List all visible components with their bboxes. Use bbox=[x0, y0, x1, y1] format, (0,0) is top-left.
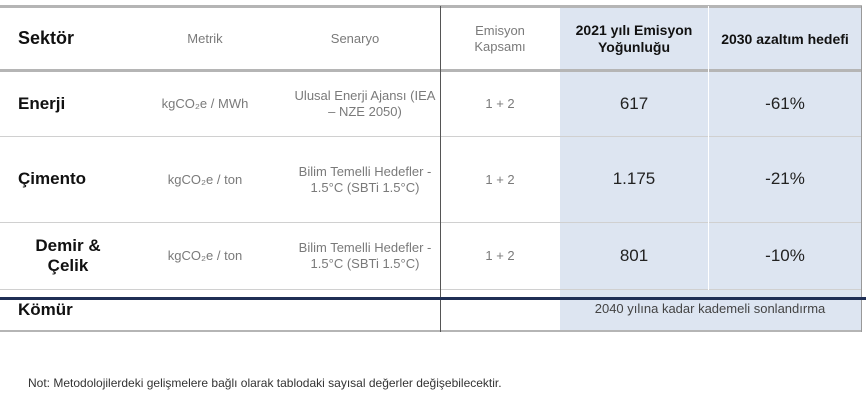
sector-cell: Enerji bbox=[18, 93, 66, 113]
intensity-cell: 801 bbox=[619, 245, 649, 265]
scenario-cell: Bilim Temelli Hedefler - 1.5°C (SBTi 1.5… bbox=[298, 240, 432, 271]
highlight-columns bbox=[560, 6, 862, 331]
scope-cell: 1 + 2 bbox=[485, 171, 515, 187]
sector-cell: Çimento bbox=[18, 169, 86, 189]
target-cell: -21% bbox=[765, 169, 805, 189]
metric-cell: kgCO₂e / ton bbox=[167, 171, 243, 187]
footnote: Not: Metodolojilerdeki gelişmelere bağlı… bbox=[28, 376, 502, 390]
bottom-border bbox=[0, 330, 862, 332]
scope-cell: 1 + 2 bbox=[485, 96, 515, 112]
navy-rule bbox=[0, 297, 866, 300]
metric-cell: kgCO₂e / ton bbox=[167, 248, 243, 264]
merged-target-cell: 2040 yılına kadar kademeli sonlandırma bbox=[594, 301, 826, 317]
top-border bbox=[0, 5, 862, 8]
header-scenario: Senaryo bbox=[330, 31, 380, 47]
sector-cell: Demir & Çelik bbox=[35, 235, 101, 275]
header-border bbox=[0, 69, 862, 72]
header-target: 2030 azaltım hedefi bbox=[721, 30, 849, 47]
sector-cell: Kömür bbox=[18, 299, 73, 319]
scenario-cell: Bilim Temelli Hedefler - 1.5°C (SBTi 1.5… bbox=[298, 163, 432, 195]
target-cell: -61% bbox=[765, 93, 805, 113]
column-divider bbox=[861, 6, 862, 332]
intensity-cell: 617 bbox=[619, 93, 649, 113]
header-metric: Metrik bbox=[187, 31, 223, 47]
metric-cell: kgCO₂e / MWh bbox=[161, 96, 249, 112]
column-divider bbox=[440, 6, 441, 332]
scope-cell: 1 + 2 bbox=[485, 248, 515, 264]
row-divider bbox=[0, 289, 862, 290]
header-sector: Sektör bbox=[18, 28, 75, 49]
header-scope: Emisyon Kapsamı bbox=[474, 23, 526, 54]
intensity-cell: 1.175 bbox=[612, 169, 656, 189]
column-divider bbox=[708, 6, 709, 290]
header-intensity: 2021 yılı Emisyon Yoğunluğu bbox=[575, 22, 693, 55]
row-divider bbox=[0, 222, 862, 223]
row-divider bbox=[0, 136, 862, 137]
target-cell: -10% bbox=[765, 245, 805, 265]
scenario-cell: Ulusal Enerji Ajansı (IEA – NZE 2050) bbox=[294, 88, 436, 119]
